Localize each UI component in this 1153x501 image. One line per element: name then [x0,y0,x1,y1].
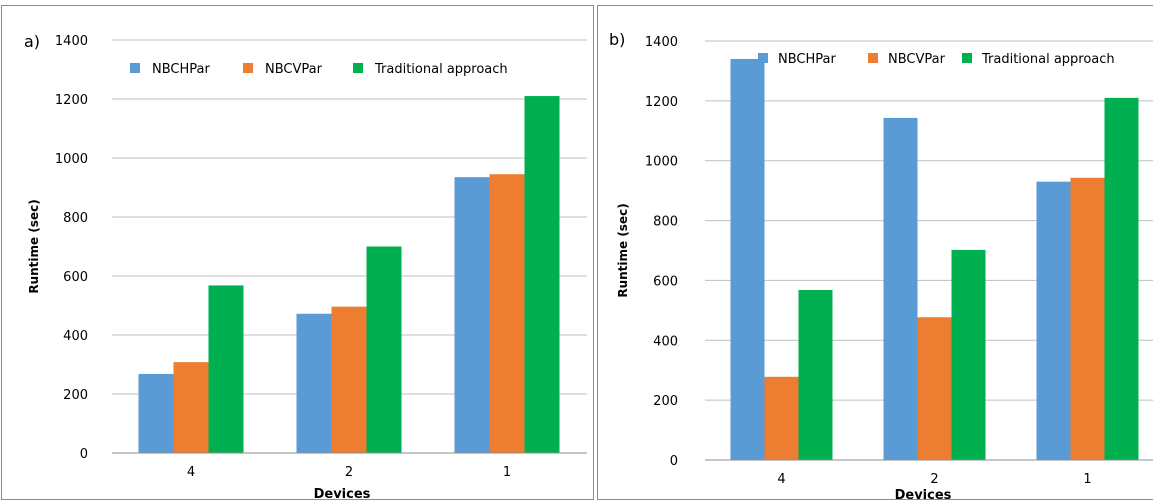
bar-b-2-2 [951,249,986,460]
y-tick-label-b-2: 400 [653,334,678,349]
bar-a-4-1 [173,362,209,453]
legend-label-a-2: Traditional approach [374,62,508,77]
y-tick-label-a-0: 0 [80,447,88,462]
chart-b-canvas: 0 200 400 600 800 1000 1200 1400 4 2 1 Devices Runti… [609,30,1153,501]
y-tick-label-b-0: 0 [670,454,678,469]
y-tick-label-b-6: 1200 [645,95,678,110]
x-tick-label-a-0: 4 [187,465,195,480]
bar-a-2-0 [296,313,332,453]
y-tick-label-a-5: 1000 [55,152,88,167]
y-tick-label-a-2: 400 [63,329,88,344]
panel-label-b: b) [609,30,625,49]
bar-a-4-0 [138,373,174,453]
chart-panel-b: 0 200 400 600 800 1000 1200 1400 4 2 1 Devices Runti… [597,5,1153,501]
y-tick-label-b-7: 1400 [645,35,678,50]
legend-label-b-1: NBCVPar [888,52,946,67]
bar-b-1-2 [1104,97,1139,460]
bar-b-4-2 [798,290,833,460]
legend-label-b-0: NBCHPar [778,52,836,67]
x-axis-title-a: Devices [314,487,371,501]
y-tick-label-a-6: 1200 [55,93,88,108]
bar-b-1-0 [1036,181,1071,460]
x-tick-label-b-0: 4 [777,472,785,487]
y-tick-label-a-7: 1400 [55,34,88,49]
legend-label-a-0: NBCHPar [152,62,210,77]
bar-a-2-2 [366,246,402,453]
bar-b-2-1 [917,317,952,460]
bar-b-1-1 [1070,177,1105,461]
bar-b-4-1 [764,376,799,460]
y-tick-label-b-3: 600 [653,274,678,289]
legend-swatch-a-2 [353,63,363,73]
y-axis-title-a: Runtime (sec) [27,199,41,293]
bar-a-1-2 [524,96,560,454]
legend-swatch-b-2 [962,53,972,63]
x-tick-label-b-2: 1 [1083,472,1091,487]
x-tick-label-a-2: 1 [503,465,511,480]
legend-label-b-2: Traditional approach [981,52,1115,67]
y-axis-title-b: Runtime (sec) [616,203,630,297]
y-tick-label-a-3: 600 [63,270,88,285]
x-tick-label-b-1: 2 [930,472,938,487]
bar-b-2-0 [883,117,918,460]
panel-label-a: a) [24,32,40,51]
y-tick-label-b-1: 200 [653,394,678,409]
legend-swatch-b-1 [868,53,878,63]
bar-a-1-1 [489,174,525,453]
chart-a-canvas: 0 200 400 600 800 1000 1200 1400 4 2 1 Devices Runti… [24,32,587,501]
y-tick-label-a-1: 200 [63,388,88,403]
x-tick-label-a-1: 2 [345,465,353,480]
legend-label-a-1: NBCVPar [265,62,323,77]
bar-a-4-2 [208,285,244,453]
legend-swatch-a-0 [130,63,140,73]
chart-panel-a: 0 200 400 600 800 1000 1200 1400 4 2 1 Devices Runti… [1,5,594,501]
bar-a-2-1 [331,306,367,453]
legend-swatch-a-1 [243,63,253,73]
y-tick-label-b-4: 800 [653,215,678,230]
y-tick-label-a-4: 800 [63,211,88,226]
y-tick-label-b-5: 1000 [645,155,678,170]
x-axis-title-b: Devices [895,488,952,501]
bar-b-4-0 [730,58,765,460]
legend-swatch-b-0 [758,53,768,63]
bar-a-1-0 [454,177,490,454]
